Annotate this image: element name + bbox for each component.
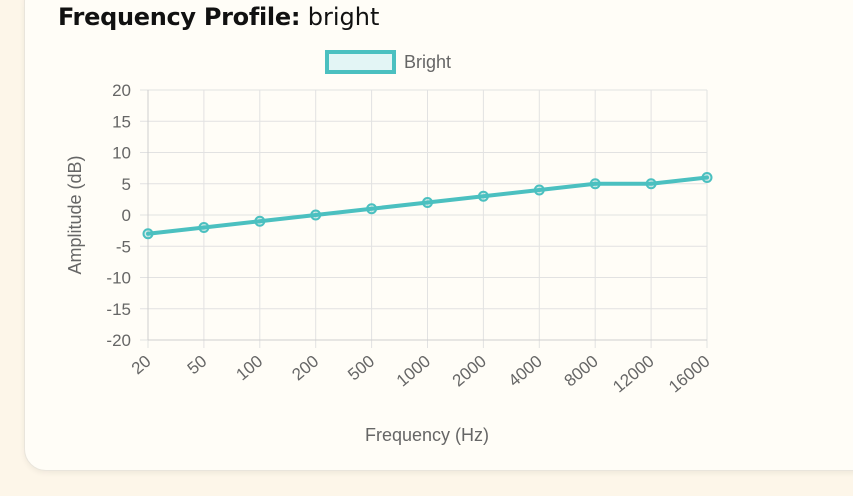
y-tick-label: 15 bbox=[112, 112, 131, 131]
series-layer bbox=[142, 172, 713, 240]
x-tick-label: 1000 bbox=[393, 352, 434, 391]
data-point[interactable] bbox=[645, 178, 657, 190]
data-point[interactable] bbox=[701, 172, 713, 183]
x-axis-title: Frequency (Hz) bbox=[365, 425, 489, 445]
x-tick-label: 50 bbox=[184, 352, 211, 379]
grid-lines bbox=[140, 89, 708, 348]
y-tick-label: 20 bbox=[112, 81, 131, 100]
heading-label: Frequency Profile: bbox=[58, 3, 301, 31]
heading-value: bright bbox=[307, 3, 380, 31]
y-tick-label: -15 bbox=[106, 300, 131, 319]
y-tick-label: -5 bbox=[116, 237, 131, 256]
x-tick-label: 4000 bbox=[505, 352, 546, 391]
x-tick-label: 8000 bbox=[561, 352, 602, 391]
legend-label-bright[interactable]: Bright bbox=[404, 52, 451, 72]
x-tick-label: 2000 bbox=[449, 352, 490, 391]
data-point[interactable] bbox=[589, 178, 601, 190]
x-tick-label: 12000 bbox=[609, 352, 657, 397]
data-point[interactable] bbox=[366, 203, 378, 215]
data-point[interactable] bbox=[477, 190, 489, 202]
x-tick-label: 100 bbox=[232, 352, 266, 385]
x-tick-label: 16000 bbox=[665, 352, 713, 397]
y-tick-label: 0 bbox=[122, 206, 131, 225]
legend-swatch-bright[interactable] bbox=[325, 50, 396, 74]
profile-card bbox=[24, 0, 853, 471]
x-tick-labels: 20 50 100 200 500 1000 2000 4000 8000 12000 16000 bbox=[128, 352, 714, 397]
y-tick-labels: 20 15 10 5 0 -5 -10 -15 -20 bbox=[106, 81, 131, 350]
data-point[interactable] bbox=[254, 215, 266, 227]
data-point[interactable] bbox=[310, 209, 322, 221]
y-axis-title: Amplitude (dB) bbox=[65, 155, 85, 274]
x-tick-label: 20 bbox=[128, 352, 155, 379]
y-tick-label: 5 bbox=[122, 175, 131, 194]
y-tick-label: -10 bbox=[106, 269, 131, 288]
data-point[interactable] bbox=[422, 197, 433, 208]
data-point[interactable] bbox=[142, 228, 154, 240]
x-tick-label: 500 bbox=[344, 352, 378, 385]
y-tick-label: -20 bbox=[106, 331, 131, 350]
data-point[interactable] bbox=[198, 222, 210, 233]
legend[interactable]: Bright bbox=[325, 50, 451, 74]
series-line-bright bbox=[146, 175, 709, 236]
y-tick-label: 10 bbox=[112, 144, 131, 163]
chart-heading: Frequency Profile: bright bbox=[58, 3, 379, 31]
data-point[interactable] bbox=[533, 184, 545, 196]
x-tick-label: 200 bbox=[288, 352, 322, 385]
